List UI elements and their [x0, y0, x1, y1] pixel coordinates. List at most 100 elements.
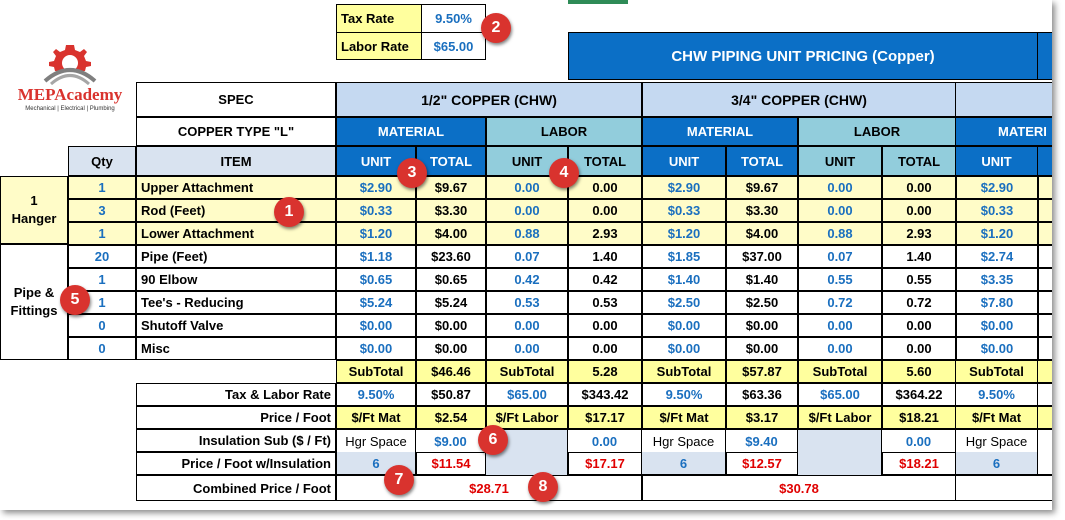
material-unit-cell[interactable]: $0.00 [642, 314, 726, 337]
material-total-cell: $3.30 [726, 199, 798, 222]
total-header: TOTAL [416, 146, 486, 176]
size-header-one: 1 [956, 82, 1052, 117]
insulation-labor-2[interactable]: 0.00 [882, 429, 956, 452]
group-pipe-fittings-label: Pipe & Fittings [10, 285, 58, 318]
tax-rate-3: 9.50% [956, 383, 1038, 406]
material-unit-cell[interactable]: $0.00 [336, 337, 416, 360]
price-insulation-mat-1: $11.54 [416, 452, 486, 475]
material-unit-cell[interactable]: $0.33 [956, 199, 1038, 222]
labor-unit-cell[interactable]: 0.00 [486, 314, 568, 337]
hgr-space-label: Hgr Space [336, 429, 416, 452]
subtotal-labor-2: 5.60 [882, 360, 956, 383]
labor-total-cell: 1.40 [882, 245, 956, 268]
labor-unit-cell[interactable]: 0.42 [486, 268, 568, 291]
callout-badge-5: 5 [60, 285, 90, 315]
material-unit-cell[interactable]: $1.20 [956, 222, 1038, 245]
material-unit-cell[interactable]: $2.90 [642, 176, 726, 199]
labor-total-cell: 0.00 [568, 337, 642, 360]
material-unit-cell[interactable]: $0.00 [956, 314, 1038, 337]
combined-price-2: $30.78 [642, 475, 956, 501]
tax-rate-value[interactable]: 9.50% [422, 4, 486, 33]
material-unit-cell[interactable]: $0.00 [956, 337, 1038, 360]
material-unit-cell[interactable]: $1.18 [336, 245, 416, 268]
material-unit-cell[interactable]: $3.35 [956, 268, 1038, 291]
labor-unit-cell[interactable]: 0.00 [486, 337, 568, 360]
labor-unit-cell[interactable]: 0.00 [798, 176, 882, 199]
qty-cell[interactable]: 1 [68, 222, 136, 245]
item-header: ITEM [136, 146, 336, 176]
labor-unit-cell[interactable]: 0.07 [486, 245, 568, 268]
labor-unit-cell[interactable]: 0.00 [486, 176, 568, 199]
material-unit-cell[interactable]: $2.74 [956, 245, 1038, 268]
qty-cell[interactable]: 1 [68, 268, 136, 291]
labor-unit-cell[interactable]: 0.00 [798, 314, 882, 337]
tax-amount-2: $63.36 [726, 383, 798, 406]
spec-label: SPEC [136, 82, 336, 117]
tax-amount-1: $50.87 [416, 383, 486, 406]
hgr-space-value-3[interactable]: 6 [956, 452, 1038, 475]
ft-mat-label: $/Ft Mat [956, 406, 1038, 429]
material-unit-cell[interactable]: $7.80 [956, 291, 1038, 314]
item-cell: Tee's - Reducing [136, 291, 336, 314]
material-unit-cell[interactable]: $2.90 [336, 176, 416, 199]
hgr-space-value-2[interactable]: 6 [642, 452, 726, 475]
material-total-cell: $37.00 [726, 245, 798, 268]
insulation-value-1[interactable]: $9.00 [416, 429, 486, 452]
labor-unit-cell[interactable]: 0.88 [798, 222, 882, 245]
labor-total-cell: 0.72 [882, 291, 956, 314]
material-unit-cell[interactable]: $0.00 [336, 314, 416, 337]
labor-unit-cell[interactable]: 0.00 [798, 199, 882, 222]
subtotal-label: SubTotal [956, 360, 1038, 383]
qty-cell[interactable]: 0 [68, 314, 136, 337]
labor-rate-value[interactable]: $65.00 [422, 33, 486, 60]
material-unit-cell[interactable]: $5.24 [336, 291, 416, 314]
price-insulation-label: Price / Foot w/Insulation [136, 452, 336, 475]
labor-unit-cell[interactable]: 0.88 [486, 222, 568, 245]
labor-total-cell: 0.00 [568, 176, 642, 199]
group-hanger-label: 1 Hanger [11, 193, 57, 226]
banner-title: CHW PIPING UNIT PRICING (Copper) [568, 32, 1038, 80]
qty-cell[interactable]: 0 [68, 337, 136, 360]
material-unit-cell[interactable]: $0.00 [642, 337, 726, 360]
material-unit-cell[interactable]: $0.65 [336, 268, 416, 291]
labor-amount-1: $343.42 [568, 383, 642, 406]
qty-cell[interactable]: 1 [68, 176, 136, 199]
labor-unit-cell[interactable]: 0.00 [486, 199, 568, 222]
qty-cell[interactable]: 3 [68, 199, 136, 222]
labor-unit-cell[interactable]: 0.53 [486, 291, 568, 314]
tax-labor-label: Tax & Labor Rate [136, 383, 336, 406]
labor-unit-cell[interactable]: 0.00 [798, 337, 882, 360]
material-unit-cell[interactable]: $1.40 [642, 268, 726, 291]
material-unit-cell[interactable]: $0.33 [336, 199, 416, 222]
callout-badge-8: 8 [528, 472, 558, 502]
cut-cell [1038, 291, 1052, 314]
callout-badge-2: 2 [481, 13, 511, 43]
price-foot-lab-2: $18.21 [882, 406, 956, 429]
material-unit-cell[interactable]: $1.20 [336, 222, 416, 245]
price-insul-cut [1038, 452, 1052, 475]
material-unit-cell[interactable]: $1.20 [642, 222, 726, 245]
logo-subtitle: Mechanical | Electrical | Plumbing [25, 106, 115, 112]
item-cell: Rod (Feet) [136, 199, 336, 222]
insulation-labor-1[interactable]: 0.00 [568, 429, 642, 452]
material-unit-cell[interactable]: $2.50 [642, 291, 726, 314]
material-unit-cell[interactable]: $1.85 [642, 245, 726, 268]
insulation-value-2[interactable]: $9.40 [726, 429, 798, 452]
ft-mat-label: $/Ft Mat [336, 406, 416, 429]
labor-unit-cell[interactable]: 0.72 [798, 291, 882, 314]
material-total-cell: $0.65 [416, 268, 486, 291]
material-total-cell: $1.40 [726, 268, 798, 291]
group-hanger: 1 Hanger [0, 176, 68, 244]
material-unit-cell[interactable]: $0.33 [642, 199, 726, 222]
tax-cut [1038, 383, 1052, 406]
labor-unit-cell[interactable]: 0.55 [798, 268, 882, 291]
qty-cell[interactable]: 20 [68, 245, 136, 268]
subtotal-material-2: $57.87 [726, 360, 798, 383]
material-unit-cell[interactable]: $2.90 [956, 176, 1038, 199]
material-header-2: MATERIAL [642, 117, 798, 146]
labor-total-cell: 0.00 [882, 199, 956, 222]
price-foot-lab-1: $17.17 [568, 406, 642, 429]
group-pipe-fittings: Pipe & Fittings [0, 244, 68, 360]
labor-unit-cell[interactable]: 0.07 [798, 245, 882, 268]
labor-total-cell: 0.53 [568, 291, 642, 314]
